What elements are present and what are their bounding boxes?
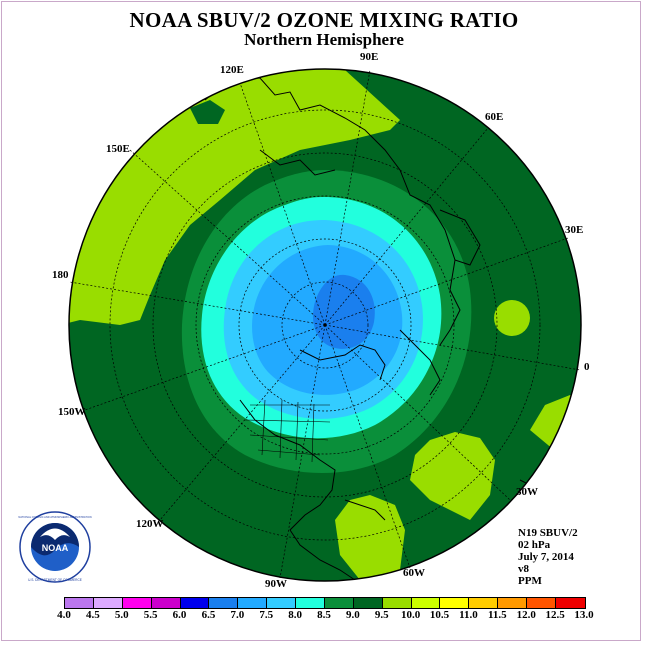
colorbar-segment bbox=[440, 598, 470, 608]
lon-label-30w: 30W bbox=[516, 486, 538, 498]
info-block: N19 SBUV/2 02 hPa July 7, 2014 v8 PPM bbox=[518, 527, 578, 587]
colorbar-tick-label: 4.5 bbox=[86, 609, 100, 621]
logo-ring-text: NATIONAL OCEANIC AND ATMOSPHERIC ADMINIS… bbox=[18, 515, 91, 519]
colorbar-tick-label: 6.0 bbox=[172, 609, 187, 621]
colorbar-tick-label: 7.0 bbox=[230, 609, 245, 621]
contour-light-green-30e bbox=[494, 300, 530, 336]
colorbar-segment bbox=[382, 598, 412, 608]
logo-bottom-text: U.S. DEPARTMENT OF COMMERCE bbox=[28, 578, 82, 582]
colorbar-tick-label: 9.0 bbox=[346, 609, 360, 621]
colorbar bbox=[64, 597, 586, 609]
colorbar-tick-label: 13.0 bbox=[574, 609, 594, 621]
colorbar-tick-label: 7.5 bbox=[259, 609, 274, 621]
colorbar-segment bbox=[267, 598, 296, 608]
colorbar-tick-label: 11.5 bbox=[488, 609, 507, 621]
colorbar-tick-label: 6.5 bbox=[201, 609, 216, 621]
lon-label-60e: 60E bbox=[485, 111, 503, 123]
colorbar-segment bbox=[555, 598, 585, 608]
colorbar-tick-label: 4.0 bbox=[57, 609, 71, 621]
latitude-circles bbox=[109, 109, 541, 541]
noaa-logo: NOAA U.S. DEPARTMENT OF COMMERCE NATIONA… bbox=[18, 511, 92, 583]
colorbar-tick-label: 9.5 bbox=[374, 609, 389, 621]
lon-label-90w: 90W bbox=[265, 578, 287, 590]
map-subtitle: Northern Hemisphere bbox=[244, 30, 404, 49]
lon-label-150w: 150W bbox=[58, 406, 86, 418]
colorbar-segment bbox=[122, 598, 152, 608]
info-version: v8 bbox=[518, 563, 529, 575]
colorbar-segment bbox=[324, 598, 354, 608]
colorbar-tick-label: 12.5 bbox=[545, 609, 565, 621]
contour-dark-green-patch bbox=[190, 100, 225, 124]
colorbar-tick-label: 5.5 bbox=[143, 609, 158, 621]
lon-label-180: 180 bbox=[52, 269, 69, 281]
contour-deep-blue bbox=[312, 274, 375, 349]
info-units: PPM bbox=[518, 575, 542, 587]
figure-frame bbox=[1, 1, 641, 641]
colorbar-segment bbox=[93, 598, 123, 608]
map-outline bbox=[68, 68, 582, 582]
colorbar-tick-label: 8.0 bbox=[288, 609, 302, 621]
info-date: July 7, 2014 bbox=[518, 551, 574, 563]
colorbar-segment bbox=[469, 598, 499, 608]
colorbar-segment bbox=[296, 598, 325, 608]
colorbar-tick-label: 8.5 bbox=[317, 609, 331, 621]
lon-label-150e: 150E bbox=[106, 143, 130, 155]
colorbar-ticks: 4.0 4.5 5.0 5.5 6.0 6.5 7.0 7.5 8.0 8.5 9.0 9.5 10.0… bbox=[57, 609, 594, 623]
info-level: 02 hPa bbox=[518, 539, 551, 551]
lon-label-120w: 120W bbox=[136, 518, 164, 530]
colorbar-segment bbox=[180, 598, 210, 608]
lon-label-0: 0 bbox=[584, 361, 590, 373]
contour-light-green-south bbox=[335, 495, 405, 580]
colorbar-segment bbox=[65, 598, 94, 608]
colorbar-segment bbox=[209, 598, 239, 608]
colorbar-segment bbox=[498, 598, 527, 608]
colorbar-segment bbox=[151, 598, 181, 608]
colorbar-segment bbox=[238, 598, 268, 608]
map-title: NOAA SBUV/2 OZONE MIXING RATIO bbox=[129, 8, 519, 32]
us-states-grid bbox=[244, 399, 331, 463]
lon-label-60w: 60W bbox=[403, 567, 425, 579]
contour-light-green-atlantic bbox=[410, 432, 495, 520]
colorbar-tick-label: 10.0 bbox=[401, 609, 421, 621]
lon-label-30e: 30E bbox=[565, 224, 583, 236]
colorbar-tick-label: 5.0 bbox=[114, 609, 129, 621]
lon-label-90e: 90E bbox=[360, 51, 378, 63]
colorbar-tick-label: 11.0 bbox=[459, 609, 478, 621]
colorbar-segment bbox=[353, 598, 383, 608]
colorbar-tick-label: 10.5 bbox=[429, 609, 450, 621]
colorbar-segment bbox=[527, 598, 556, 608]
colorbar-tick-label: 12.0 bbox=[516, 609, 536, 621]
colorbar-segment bbox=[411, 598, 441, 608]
info-instrument: N19 SBUV/2 bbox=[518, 527, 578, 539]
logo-text: NOAA bbox=[42, 543, 69, 553]
lon-label-120e: 120E bbox=[220, 64, 244, 76]
